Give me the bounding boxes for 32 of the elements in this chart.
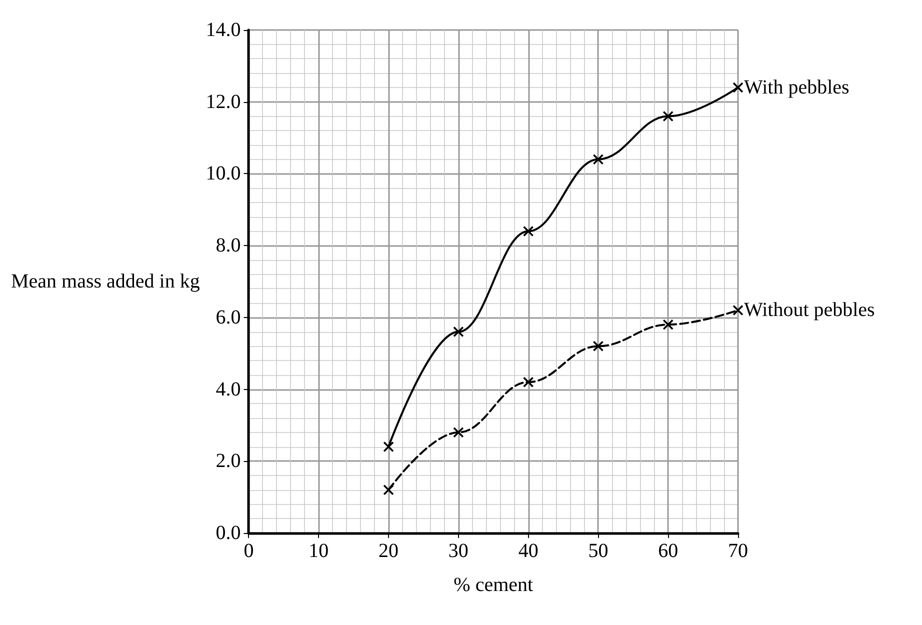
x-tick-label: 0 — [244, 540, 254, 562]
point — [662, 110, 674, 122]
y-tick-label: 8.0 — [216, 234, 241, 257]
x-tick-label: 20 — [378, 540, 399, 562]
x-axis-title: % cement — [454, 574, 534, 596]
point — [592, 340, 604, 352]
series-label: Without pebbles — [744, 299, 876, 322]
y-tick-label: 14.0 — [206, 19, 241, 41]
series-label: With pebbles — [744, 76, 850, 98]
y-tick-label: 6.0 — [216, 306, 241, 328]
point — [592, 154, 604, 165]
y-axis-title: Mean mass added in kg — [10, 270, 200, 292]
x-tick-label: 50 — [588, 540, 608, 562]
y-tick-label: 12.0 — [206, 90, 241, 113]
y-tick-label: 0.0 — [216, 522, 241, 544]
x-tick-label: 60 — [658, 540, 678, 562]
point — [662, 319, 674, 330]
point — [522, 376, 534, 388]
y-tick-label: 2.0 — [216, 450, 241, 472]
y-tick-label: 10.0 — [206, 162, 241, 185]
x-tick-label: 70 — [728, 540, 748, 562]
point — [453, 427, 464, 438]
x-tick-label: 30 — [448, 540, 468, 562]
point — [453, 326, 464, 338]
point — [732, 304, 744, 316]
point — [383, 484, 394, 496]
x-tick-label: 10 — [308, 540, 329, 562]
point — [383, 441, 394, 452]
y-tick-label: 4.0 — [216, 378, 241, 400]
point — [522, 226, 534, 237]
point — [732, 82, 744, 93]
x-tick-label: 40 — [518, 540, 538, 562]
